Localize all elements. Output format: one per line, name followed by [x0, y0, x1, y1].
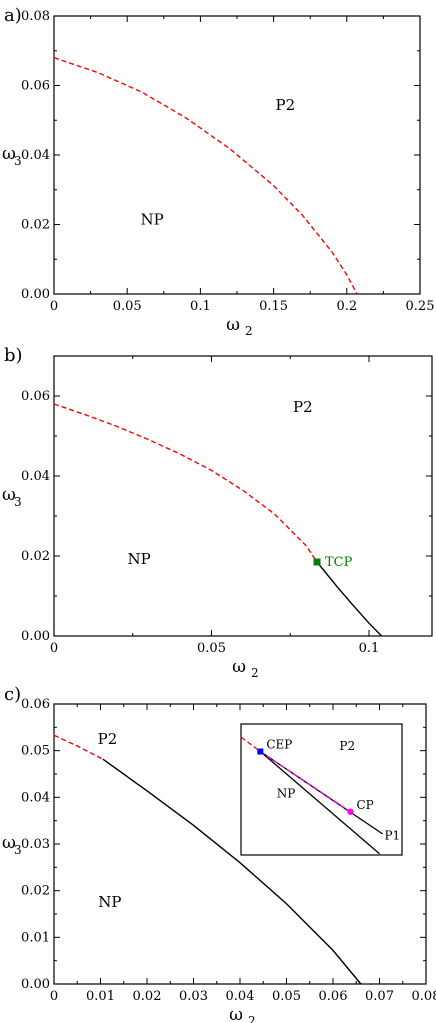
first-order-line	[53, 403, 318, 563]
x-axis-label: ω	[226, 315, 240, 335]
region-label-p2: P2	[293, 398, 313, 416]
region-label-np: NP	[98, 893, 121, 911]
region-label-p2: P2	[98, 730, 118, 748]
first-order-line	[53, 57, 358, 295]
x-tick-label: 0.05	[197, 641, 226, 656]
y-axis-label: ω	[2, 833, 16, 853]
inset-region-label-p1: P1	[384, 828, 400, 842]
y-tick-label: 0.00	[21, 977, 50, 992]
y-tick-label: 0.03	[21, 837, 50, 852]
x-tick-label: 0.07	[365, 989, 394, 1004]
y-axis-label-subscript: 3	[14, 843, 22, 857]
tcp-marker	[313, 558, 321, 566]
y-tick-label: 0.00	[21, 629, 50, 644]
x-axis-label-subscript: 2	[248, 1014, 256, 1023]
x-tick-label: 0.08	[412, 989, 436, 1004]
x-tick-label: 0.1	[359, 641, 380, 656]
y-tick-label: 0.06	[21, 389, 50, 404]
x-axis-label: ω	[232, 657, 246, 677]
inset-frame	[240, 723, 403, 856]
y-tick-label: 0.04	[21, 148, 50, 163]
x-tick-label: 0.03	[179, 989, 208, 1004]
y-tick-label: 0.06	[21, 697, 50, 712]
y-tick-label: 0.06	[21, 79, 50, 94]
x-axis-label: ω	[229, 1005, 243, 1023]
x-tick-label: 0.02	[133, 989, 162, 1004]
x-tick-label: 0.25	[406, 299, 435, 314]
cep-marker	[257, 748, 264, 755]
first-order-line	[53, 734, 104, 760]
y-tick-label: 0.04	[21, 469, 50, 484]
inset-panel: P2 NP P1 CEP CP	[240, 723, 403, 856]
inset-line	[259, 751, 380, 855]
y-axis-label-subscript: 3	[14, 154, 22, 168]
cp-marker	[347, 808, 354, 815]
y-tick-label: 0.00	[21, 287, 50, 302]
x-tick-label: 0.04	[226, 989, 255, 1004]
inset-region-label-np: NP	[277, 786, 296, 800]
tcp-label: TCP	[325, 555, 353, 570]
y-tick-label: 0.05	[21, 744, 50, 759]
y-axis-label: ω	[2, 485, 16, 505]
inset-region-label-p2: P2	[339, 739, 355, 753]
y-axis-label: ω	[2, 144, 16, 164]
panel-label: a)	[4, 5, 22, 26]
panel-label: c)	[4, 684, 21, 705]
x-tick-label: 0.05	[113, 299, 142, 314]
y-tick-label: 0.04	[21, 790, 50, 805]
region-label-p2: P2	[275, 96, 295, 114]
x-tick-label: 0.2	[336, 299, 357, 314]
y-tick-label: 0.01	[21, 930, 50, 945]
second-order-line	[102, 758, 362, 985]
plot-frame	[53, 355, 433, 637]
cep-label: CEP	[266, 738, 292, 752]
inset-line	[259, 750, 351, 813]
x-tick-label: 0.1	[190, 299, 211, 314]
second-order-line	[316, 561, 383, 637]
y-tick-label: 0.02	[21, 218, 50, 233]
y-tick-label: 0.02	[21, 549, 50, 564]
x-axis-label-subscript: 2	[251, 666, 259, 680]
y-axis-label-subscript: 3	[14, 495, 22, 509]
x-tick-label: 0.01	[86, 989, 115, 1004]
chart-panel-a: 0 0.05 0.1 0.15 0.2 0.25 0.00 0.02 0.04 0.06 0.08 ω…	[2, 5, 434, 338]
x-tick-label: 0	[50, 989, 58, 1004]
panel-label: b)	[4, 345, 23, 366]
x-tick-label: 0.05	[272, 989, 301, 1004]
x-tick-label: 0	[50, 299, 58, 314]
inset-line	[240, 736, 261, 753]
region-label-np: NP	[127, 550, 150, 568]
x-tick-label: 0	[50, 641, 58, 656]
x-axis-label-subscript: 2	[245, 324, 253, 338]
x-tick-label: 0.15	[259, 299, 288, 314]
y-tick-label: 0.02	[21, 884, 50, 899]
region-label-np: NP	[140, 211, 163, 229]
y-tick-label: 0.08	[21, 9, 50, 24]
cp-label: CP	[356, 798, 373, 812]
chart-panel-c: 0 0.01 0.02 0.03 0.04 0.05 0.06 0.07 0.08 0.00 0.0…	[2, 684, 436, 1023]
x-tick-label: 0.06	[319, 989, 348, 1004]
